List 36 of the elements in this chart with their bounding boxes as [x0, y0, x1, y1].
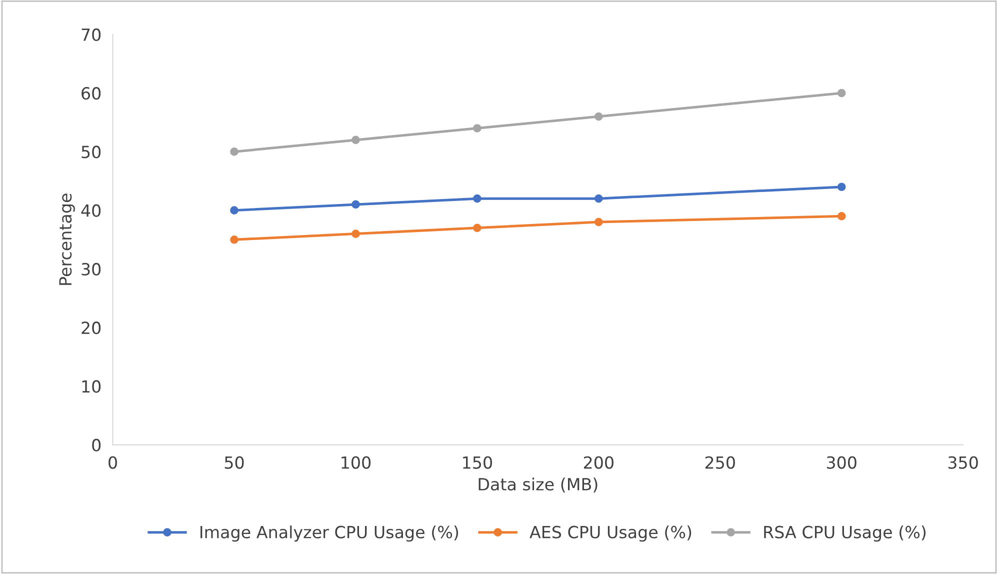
point: [230, 235, 238, 244]
point: [352, 230, 360, 238]
x-tick-label: 0: [108, 456, 117, 469]
point: [230, 148, 238, 156]
y-axis-title: Percentage: [59, 194, 75, 285]
x-tick-label: 50: [224, 456, 244, 469]
y-tick-label: 20: [82, 322, 101, 334]
y-tick-label: 60: [82, 87, 101, 100]
y-tick-label: 0: [92, 438, 101, 452]
point: [352, 136, 360, 144]
x-tick-label: 350: [948, 456, 978, 469]
point: [594, 112, 603, 121]
point: [230, 206, 238, 214]
point: [594, 194, 603, 203]
x-tick-label: 200: [584, 456, 614, 469]
x-tick-label: 250: [705, 456, 735, 469]
point: [594, 218, 603, 226]
y-tick-label: 40: [81, 204, 101, 217]
y-tick-label: 70: [82, 28, 101, 42]
y-tick-label: 50: [82, 146, 101, 158]
y-tick-label: 30: [82, 262, 101, 276]
x-tick-label: 300: [826, 456, 856, 469]
legend-label: RSA CPU Usage (%): [764, 526, 926, 542]
x-axis-title: Data size (MB): [478, 478, 598, 493]
x-tick-label: 150: [463, 456, 492, 469]
point: [473, 224, 482, 232]
point: [837, 88, 846, 98]
x-tick-label: 100: [342, 456, 371, 469]
point: [473, 194, 482, 203]
point: [837, 212, 846, 220]
y-tick-label: 10: [82, 380, 101, 393]
legend-label: Image Analyzer CPU Usage (%): [200, 526, 458, 542]
legend-label: AES CPU Usage (%): [530, 526, 692, 542]
point: [837, 182, 846, 192]
point: [473, 124, 482, 132]
point: [352, 200, 360, 209]
